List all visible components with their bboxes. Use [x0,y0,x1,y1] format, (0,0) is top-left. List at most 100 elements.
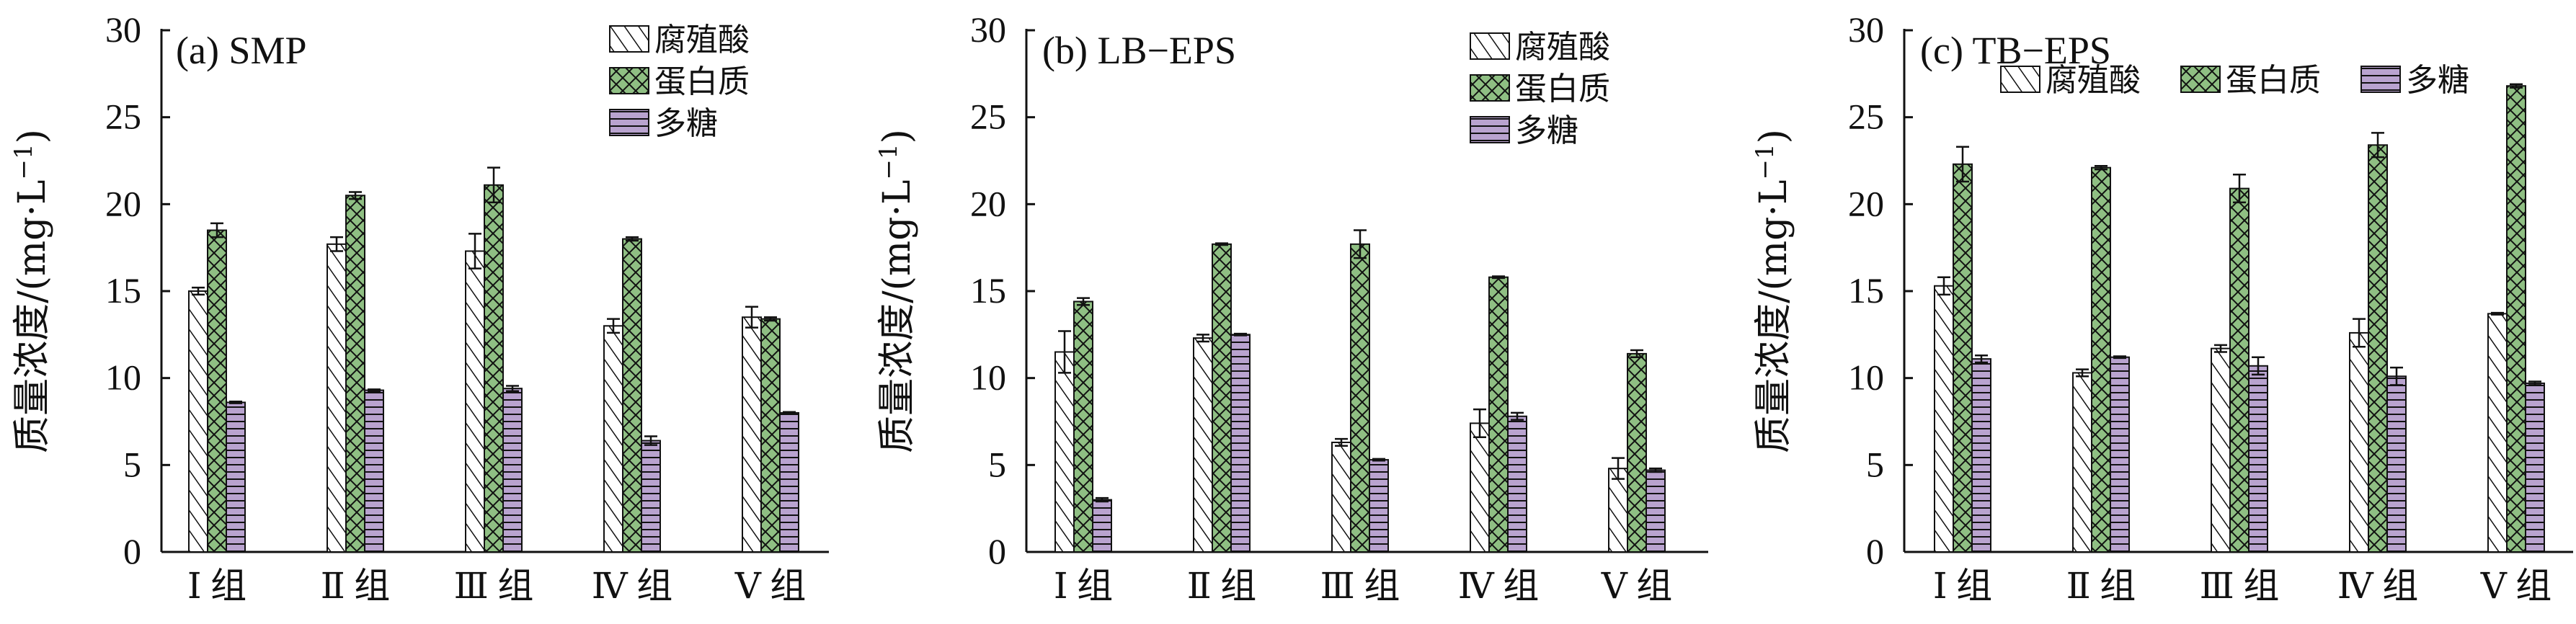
bar-protein [1212,243,1232,553]
y-tick-label: 5 [988,444,1006,484]
x-tick-label: Ⅴ 组 [2480,566,2552,606]
y-tick-label: 15 [1848,270,1884,311]
bar-protein [345,195,365,553]
legend-swatch-polysaccharide [609,109,649,136]
legend-swatch-humic [609,25,649,53]
y-tick-label: 0 [988,531,1006,571]
bar-protein [484,184,504,553]
bar-polysaccharide [1092,499,1112,553]
bar-polysaccharide [2110,356,2130,553]
y-axis-label: 质量浓度/(mg·L−1) [1751,129,1795,453]
legend-swatch-polysaccharide [1470,116,1510,143]
bar-humic [742,316,762,553]
y-tick-label: 15 [105,270,141,311]
x-tick-label: Ⅴ 组 [1601,566,1673,606]
bar-polysaccharide [2248,365,2268,553]
bar-humic [1608,468,1628,553]
bar-polysaccharide [226,401,246,553]
y-tick-label: 25 [970,97,1006,137]
bar-protein [2229,187,2249,553]
legend-label-polysaccharide: 多糖 [1515,112,1578,149]
legend-label-humic: 腐殖酸 [2046,62,2141,99]
bar-polysaccharide [1369,459,1389,553]
chart-panel-3: 0 5 10 15 20 25 30 质量浓度/(mg·L−1) (c) TB−EPS Ⅰ 组 Ⅱ … [1751,9,2573,606]
bar-polysaccharide [1230,334,1251,553]
bar-protein [1350,243,1370,553]
legend-label-humic: 腐殖酸 [1515,29,1610,66]
bar-polysaccharide [502,388,523,553]
x-tick-label: Ⅳ 组 [592,566,672,606]
bar-polysaccharide [1971,358,1991,553]
bar-protein [1953,163,1973,553]
legend-label-humic: 腐殖酸 [654,22,750,58]
legend-swatch-protein [1470,74,1510,102]
bar-polysaccharide [2525,382,2545,553]
x-tick-label: Ⅰ 组 [187,566,247,606]
bar-humic [2349,331,2369,553]
y-tick-label: 30 [1848,9,1884,50]
bar-humic [2211,347,2231,553]
bar-humic [1470,422,1490,553]
legend-label-polysaccharide: 多糖 [2406,62,2469,99]
bar-humic [603,325,623,553]
y-tick-label: 10 [105,357,141,398]
x-tick-label: Ⅱ 组 [2066,566,2136,606]
bar-humic [2487,313,2508,553]
y-tick-label: 20 [105,183,141,223]
bar-protein [1488,276,1509,553]
panel-title: (b) LB−EPS [1042,29,1236,72]
chart-panel-2: 0 5 10 15 20 25 30 质量浓度/(mg·L−1) (b) LB−EPS Ⅰ 组 Ⅱ … [874,9,1708,606]
legend-swatch-humic [2000,66,2040,93]
bar-polysaccharide [1507,415,1527,553]
x-tick-label: Ⅲ 组 [2200,566,2280,606]
x-tick-label: Ⅰ 组 [1933,566,1992,606]
bar-humic [1934,285,1954,553]
y-tick-label: 0 [1866,531,1884,571]
y-tick-label: 30 [970,9,1006,50]
legend-swatch-humic [1470,32,1510,60]
bar-polysaccharide [364,389,384,553]
bar-protein [2091,166,2111,553]
y-tick-label: 20 [970,183,1006,223]
y-tick-label: 0 [123,531,141,571]
legend-label-protein: 蛋白质 [2226,62,2321,99]
y-tick-label: 20 [1848,183,1884,223]
panel-title: (c) TB−EPS [1920,29,2111,72]
y-tick-label: 30 [105,9,141,50]
bar-protein [760,318,781,553]
bar-protein [2506,85,2526,553]
bar-humic [465,250,485,553]
bar-humic [1054,351,1075,553]
legend-label-polysaccharide: 多糖 [654,105,718,142]
x-tick-label: Ⅴ 组 [734,566,807,606]
y-tick-label: 5 [1866,444,1884,484]
y-tick-label: 10 [970,357,1006,398]
legend-swatch-polysaccharide [2360,66,2401,93]
bar-polysaccharide [779,411,799,553]
x-tick-label: Ⅲ 组 [1320,566,1400,606]
x-tick-label: Ⅳ 组 [1458,566,1539,606]
y-tick-label: 25 [1848,97,1884,137]
y-tick-label: 25 [105,97,141,137]
x-tick-label: Ⅱ 组 [1187,566,1256,606]
bar-protein [207,229,227,553]
y-axis-label: 质量浓度/(mg·L−1) [9,129,54,453]
bar-polysaccharide [641,440,661,553]
legend-label-protein: 蛋白质 [654,63,750,100]
y-tick-label: 5 [123,444,141,484]
x-tick-label: Ⅲ 组 [454,566,534,606]
bar-protein [2368,144,2388,553]
bar-humic [1193,337,1213,553]
bar-humic [188,290,208,553]
x-tick-label: Ⅱ 组 [321,566,390,606]
bar-humic [1331,441,1351,553]
x-tick-label: Ⅰ 组 [1054,566,1113,606]
bar-humic [2072,372,2092,553]
bar-protein [1073,300,1093,553]
legend-swatch-protein [609,67,649,94]
legend-label-protein: 蛋白质 [1515,71,1610,107]
panel-title: (a) SMP [176,29,307,72]
y-axis-label: 质量浓度/(mg·L−1) [874,129,919,453]
chart-panel-1: 0 5 10 15 20 25 30 质量浓度/(mg·L−1) (a) SMP Ⅰ 组 Ⅱ 组 Ⅲ … [9,9,829,606]
